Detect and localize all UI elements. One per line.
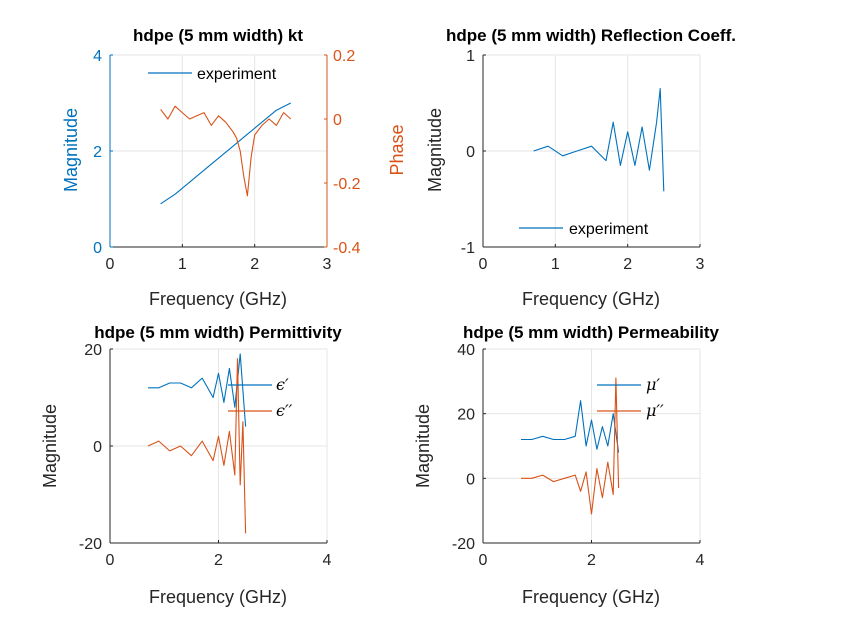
series-line-1 xyxy=(160,105,292,197)
series-permittivity xyxy=(147,353,247,534)
y-tick-label: 0 xyxy=(93,240,102,257)
legend-permeability: μ′ μ′′ xyxy=(597,375,664,420)
y-tick-label: 0 xyxy=(93,439,102,456)
y-tick-label: 1 xyxy=(466,48,475,65)
legend-label-experiment: experiment xyxy=(197,66,277,83)
x-tick-label: 0 xyxy=(106,256,115,273)
y-ticks-right-kt: -0.4 -0.2 0 0.2 xyxy=(324,48,361,257)
x-tick-label: 4 xyxy=(323,552,332,569)
legend-reflection: experiment xyxy=(519,221,649,238)
y-ticks-permeability: -20 0 20 40 xyxy=(452,342,486,553)
legend-label-experiment: experiment xyxy=(569,221,649,238)
series-line-0 xyxy=(533,88,665,192)
ylabel-permeability: Magnitude xyxy=(413,404,433,488)
y-tick-label: 40 xyxy=(457,342,475,359)
xlabel-permeability: Frequency (GHz) xyxy=(522,587,660,607)
y-tick-label: -20 xyxy=(452,536,475,553)
series-permeability xyxy=(521,377,620,515)
y-right-tick-label: -0.4 xyxy=(333,240,361,257)
series-line-0 xyxy=(160,102,292,205)
title-reflection: hdpe (5 mm width) Reflection Coeff. xyxy=(446,26,736,45)
x-ticks-kt: 0 1 2 3 xyxy=(106,244,332,273)
x-tick-label: 0 xyxy=(479,256,488,273)
x-tick-label: 3 xyxy=(323,256,332,273)
panel-kt: hdpe (5 mm width) kt Frequency (GHz) Mag… xyxy=(61,26,407,309)
legend-label-eps-imag: ϵ′′ xyxy=(276,401,293,420)
legend-permittivity: ϵ′ ϵ′′ xyxy=(228,375,293,420)
series-line-1 xyxy=(147,358,247,534)
ylabel-reflection: Magnitude xyxy=(425,108,445,192)
series-reflection xyxy=(533,88,665,192)
grid-permittivity xyxy=(109,348,328,544)
title-permittivity: hdpe (5 mm width) Permittivity xyxy=(94,323,342,342)
y-ticks-permittivity: -20 0 20 xyxy=(79,342,113,553)
x-tick-label: 0 xyxy=(106,552,115,569)
y-tick-label: -1 xyxy=(461,240,475,257)
series-line-1 xyxy=(521,377,620,515)
x-tick-label: 1 xyxy=(551,256,560,273)
x-tick-label: 4 xyxy=(696,552,705,569)
y-tick-label: 0 xyxy=(466,471,475,488)
xlabel-reflection: Frequency (GHz) xyxy=(522,289,660,309)
y-tick-label: 4 xyxy=(93,48,102,65)
x-tick-label: 2 xyxy=(587,552,596,569)
x-tick-label: 3 xyxy=(696,256,705,273)
y-tick-label: 20 xyxy=(457,407,475,424)
x-tick-label: 2 xyxy=(623,256,632,273)
series-line-0 xyxy=(521,400,620,453)
title-kt: hdpe (5 mm width) kt xyxy=(133,26,303,45)
x-tick-label: 0 xyxy=(479,552,488,569)
y-right-tick-label: 0.2 xyxy=(333,48,355,65)
y-tick-label: 0 xyxy=(466,144,475,161)
y-ticks-left-kt: 0 2 4 xyxy=(93,48,328,257)
title-permeability: hdpe (5 mm width) Permeability xyxy=(463,323,720,342)
x-tick-label: 2 xyxy=(250,256,259,273)
ylabel-right-kt: Phase xyxy=(387,124,407,175)
y-tick-label: -20 xyxy=(79,536,102,553)
x-ticks-reflection: 0 1 2 3 xyxy=(479,244,705,273)
grid-reflection xyxy=(482,54,701,248)
ylabel-permittivity: Magnitude xyxy=(40,404,60,488)
y-tick-label: 2 xyxy=(93,144,102,161)
legend-label-eps-real: ϵ′ xyxy=(276,375,289,394)
panel-reflection: hdpe (5 mm width) Reflection Coeff. Freq… xyxy=(425,26,736,309)
xlabel-kt: Frequency (GHz) xyxy=(149,289,287,309)
series-line-0 xyxy=(148,353,247,427)
panel-permittivity: hdpe (5 mm width) Permittivity Frequency… xyxy=(40,323,342,607)
grid-kt xyxy=(109,54,328,248)
ylabel-left-kt: Magnitude xyxy=(61,108,81,192)
legend-label-mu-real: μ′ xyxy=(646,375,660,394)
legend-kt: experiment xyxy=(148,66,277,83)
panel-permeability: hdpe (5 mm width) Permeability Frequency… xyxy=(413,323,720,607)
x-tick-label: 2 xyxy=(214,552,223,569)
series-kt xyxy=(160,102,292,205)
legend-label-mu-imag: μ′′ xyxy=(646,401,664,420)
x-ticks-permeability: 0 2 4 xyxy=(479,540,705,569)
xlabel-permittivity: Frequency (GHz) xyxy=(149,587,287,607)
y-ticks-reflection: -1 0 1 xyxy=(461,48,486,257)
x-tick-label: 1 xyxy=(178,256,187,273)
y-tick-label: 20 xyxy=(84,342,102,359)
y-right-tick-label: -0.2 xyxy=(333,176,361,193)
y-right-tick-label: 0 xyxy=(333,112,342,129)
x-ticks-permittivity: 0 2 4 xyxy=(106,540,332,569)
